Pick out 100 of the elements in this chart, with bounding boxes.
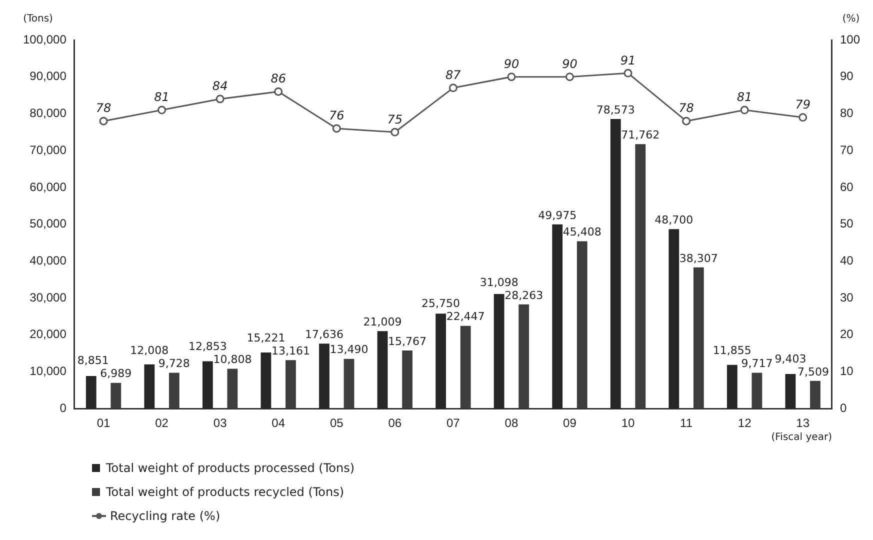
x-tick-label: 09 [563, 416, 577, 430]
data-label: 11,855 [712, 344, 752, 358]
data-label: 91 [620, 53, 636, 68]
x-tick-label: 12 [738, 416, 752, 430]
data-label: 28,263 [504, 288, 544, 302]
data-label: 12,853 [188, 340, 227, 354]
data-label: 15,221 [246, 331, 286, 344]
data-label: 75 [387, 112, 403, 126]
y-tick-label: 10,000 [30, 364, 67, 378]
y2-tick-label: 40 [840, 253, 854, 268]
y2-axis-title: (%) [842, 14, 860, 25]
x-tick-label: 06 [388, 416, 402, 430]
bar [552, 224, 563, 409]
data-label: 71,762 [621, 128, 660, 142]
data-label: 7,509 [797, 365, 829, 378]
data-label: 13,161 [271, 344, 310, 358]
y-tick-label: 80,000 [30, 106, 67, 120]
y-tick-label: 90,000 [30, 69, 67, 84]
y-tick-label: 50,000 [30, 216, 67, 231]
data-label: 15,767 [388, 334, 427, 348]
bar [377, 331, 388, 409]
data-label: 8,851 [77, 354, 109, 368]
data-label: 79 [795, 98, 810, 112]
point [158, 106, 166, 114]
point [682, 116, 691, 126]
data-label: 9,728 [158, 357, 190, 370]
y2-tick-label: 10 [840, 364, 854, 378]
point [274, 87, 283, 96]
data-label: 49,975 [538, 208, 577, 222]
y2-tick-label: 70 [840, 142, 854, 157]
bar [260, 352, 272, 409]
data-label: 86 [270, 72, 286, 86]
x-tick-label: 10 [621, 416, 636, 430]
data-label: 78 [678, 101, 694, 116]
point [99, 116, 108, 126]
data-label: 45,408 [562, 226, 602, 239]
point [624, 68, 632, 78]
point [740, 106, 749, 114]
point [390, 128, 400, 136]
y-tick-label: 70,000 [30, 142, 67, 157]
point [565, 72, 574, 82]
x-tick-label: 08 [504, 416, 518, 430]
data-label: 84 [212, 79, 228, 94]
data-label: 6,989 [100, 367, 132, 380]
data-label: 90 [504, 56, 520, 71]
bar [785, 374, 796, 409]
legend-label: Total weight of products recycled (Tons) [106, 485, 344, 499]
data-label: 22,447 [446, 310, 485, 324]
y2-tick-label: 100 [840, 32, 860, 46]
data-label: 81 [154, 90, 170, 104]
x-tick-label: 03 [213, 416, 228, 430]
bar [144, 364, 155, 409]
y2-tick-label: 80 [840, 106, 854, 120]
data-label: 9,403 [774, 352, 806, 366]
y-tick-label: 100,000 [22, 32, 67, 46]
bar [86, 376, 96, 409]
y2-tick-label: 90 [840, 69, 854, 84]
x-tick-label: 02 [155, 416, 169, 430]
x-tick-label: 04 [272, 416, 286, 430]
bar [726, 364, 738, 409]
bar [202, 361, 213, 409]
y-tick-label: 0 [60, 400, 67, 415]
data-label: 78 [96, 101, 112, 116]
x-tick-label: 05 [330, 416, 344, 430]
y-tick-label: 60,000 [30, 180, 67, 194]
data-label: 17,636 [304, 328, 344, 341]
x-axis-title: (Fiscal year) [771, 432, 832, 444]
data-label: 21,009 [363, 316, 402, 329]
bar [610, 118, 621, 409]
point [448, 84, 458, 92]
bar [668, 229, 680, 409]
data-label: 87 [446, 68, 462, 82]
y2-tick-label: 30 [840, 290, 854, 304]
data-label: 12,008 [130, 344, 169, 358]
point [332, 124, 341, 133]
data-label: 76 [328, 108, 345, 123]
data-label: 31,098 [480, 276, 518, 289]
point [507, 72, 516, 82]
x-tick-label: 01 [96, 416, 111, 430]
y2-tick-label: 20 [840, 327, 854, 342]
y-tick-label: 40,000 [30, 253, 67, 268]
bar [319, 344, 330, 409]
point [798, 113, 808, 122]
data-label: 90 [562, 56, 578, 71]
point [216, 94, 224, 104]
x-tick-label: 11 [680, 416, 693, 430]
legend-label: Recycling rate (%) [110, 509, 220, 523]
data-label: 9,717 [741, 357, 773, 370]
y-tick-label: 20,000 [30, 327, 67, 342]
y2-tick-label: 60 [840, 180, 854, 194]
x-tick-label: 07 [446, 416, 460, 430]
bar [494, 294, 504, 409]
data-label: 10,808 [213, 353, 252, 366]
data-label: 48,700 [654, 213, 694, 226]
data-label: 25,750 [422, 297, 460, 310]
data-label: 78,573 [596, 103, 635, 116]
data-label: 13,490 [330, 343, 368, 356]
bar [436, 314, 446, 409]
data-label: 38,307 [679, 252, 718, 265]
y-tick-label: 30,000 [30, 290, 67, 304]
